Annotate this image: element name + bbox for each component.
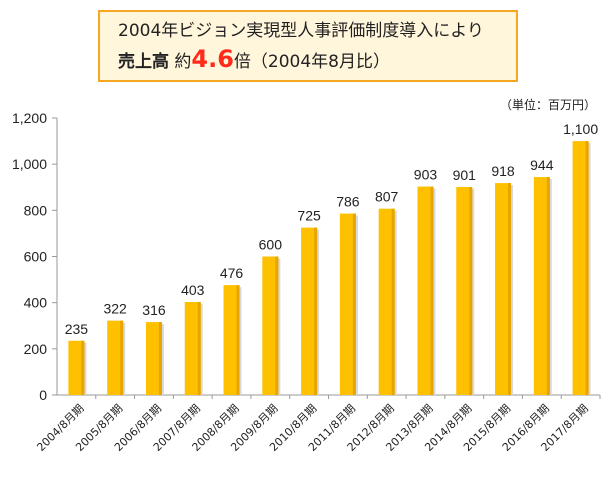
bar (533, 177, 550, 395)
bar (107, 320, 124, 395)
bar-edge (314, 227, 318, 395)
data-label: 786 (336, 194, 360, 210)
data-label: 235 (65, 321, 89, 337)
bar-edge (158, 322, 162, 395)
title-line-1: 2004年ビジョン実現型人事評価制度導入により (118, 21, 484, 41)
bar-edge (197, 301, 201, 395)
bar (572, 141, 589, 395)
bar-edge (236, 285, 240, 395)
bar-edge (352, 213, 356, 395)
bar-edge (81, 340, 85, 395)
y-tick-label: 1,200 (12, 110, 47, 126)
bar-edge (585, 141, 589, 395)
data-label: 901 (453, 167, 477, 183)
y-tick-label: 600 (24, 249, 48, 265)
data-label: 918 (491, 163, 515, 179)
data-label: 903 (414, 167, 438, 183)
bar (417, 186, 434, 395)
y-tick-label: 1,000 (12, 156, 47, 172)
title-multiplier: 4.6 (191, 45, 234, 73)
data-label: 725 (297, 208, 321, 224)
bar-edge (508, 183, 512, 395)
bar-edge (275, 256, 279, 395)
bar (184, 301, 201, 395)
data-label: 322 (103, 301, 127, 317)
title-suffix: 倍（2004年8月比） (233, 52, 391, 72)
data-label: 1,100 (563, 121, 598, 137)
unit-label: （単位：百万円） (500, 98, 597, 112)
bar (145, 322, 162, 395)
bar-edge (120, 320, 124, 395)
y-tick-label: 200 (24, 341, 48, 357)
title-box: 2004年ビジョン実現型人事評価制度導入により 売上高 約4.6倍（2004年8… (98, 10, 518, 82)
data-label: 403 (181, 282, 205, 298)
bar (339, 213, 356, 395)
data-label: 316 (142, 302, 166, 318)
data-label: 600 (259, 237, 283, 253)
bar-edge (430, 186, 434, 395)
title-line-2: 売上高 約4.6倍（2004年8月比） (118, 44, 516, 77)
title-sales-label: 売上高 (118, 52, 169, 72)
y-tick-label: 400 (24, 295, 48, 311)
data-label: 476 (220, 265, 244, 281)
data-label: 807 (375, 189, 399, 205)
bar (456, 187, 473, 395)
y-tick-label: 800 (24, 202, 48, 218)
bar (301, 227, 318, 395)
bar-edge (546, 177, 550, 395)
title-approx: 約 (174, 52, 192, 72)
bar (223, 285, 240, 395)
bar (68, 340, 85, 395)
bar (378, 208, 395, 395)
bar (262, 256, 279, 395)
bar (495, 183, 512, 395)
bar-edge (469, 187, 473, 395)
data-label: 944 (530, 157, 554, 173)
y-tick-label: 0 (39, 387, 47, 403)
bar-edge (391, 208, 395, 395)
